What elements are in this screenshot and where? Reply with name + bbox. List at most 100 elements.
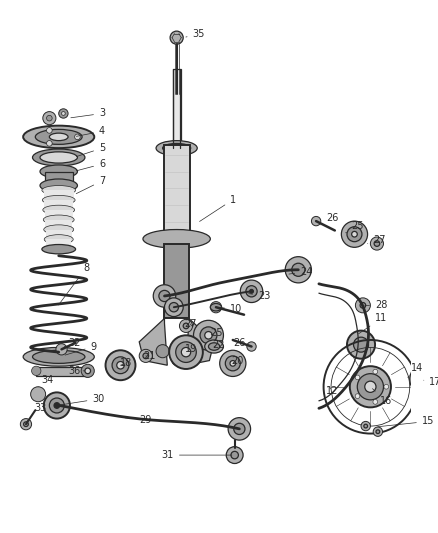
Ellipse shape [208,343,220,350]
Text: 27: 27 [184,319,197,329]
Circle shape [347,330,375,359]
Circle shape [416,371,433,387]
Circle shape [361,422,371,431]
Circle shape [410,364,438,394]
Circle shape [371,237,384,250]
Text: 20: 20 [231,357,243,367]
Ellipse shape [42,185,76,195]
Bar [173,69,181,148]
Circle shape [376,430,380,433]
Circle shape [360,303,366,308]
Ellipse shape [143,230,210,248]
Circle shape [143,353,148,359]
Circle shape [250,289,254,293]
Circle shape [311,216,321,226]
Circle shape [292,263,305,276]
Text: 15: 15 [378,416,434,427]
Text: 35: 35 [186,29,205,39]
Text: 32: 32 [64,338,81,348]
Ellipse shape [40,165,78,178]
Circle shape [24,422,28,426]
Ellipse shape [42,245,76,254]
Circle shape [341,221,367,247]
Circle shape [230,360,236,366]
Circle shape [384,384,389,389]
Polygon shape [139,318,167,365]
Text: 26: 26 [321,213,339,225]
Bar [44,190,74,200]
Circle shape [234,423,245,434]
Text: 16: 16 [372,389,392,406]
Text: 36: 36 [68,366,85,376]
Ellipse shape [23,126,94,148]
Circle shape [357,374,384,400]
Text: 22: 22 [212,340,225,350]
Circle shape [231,451,238,459]
Circle shape [156,345,169,358]
Text: 25: 25 [210,328,223,338]
Text: 18: 18 [120,358,132,368]
Circle shape [247,342,256,351]
Circle shape [373,369,378,374]
Circle shape [352,231,357,237]
Circle shape [46,141,52,146]
Circle shape [81,364,94,377]
Bar [45,210,73,220]
Circle shape [181,348,191,357]
Circle shape [112,357,129,374]
Circle shape [373,400,378,404]
Circle shape [170,31,183,44]
Circle shape [184,345,197,358]
Text: 25: 25 [346,221,364,233]
Ellipse shape [205,340,223,353]
Ellipse shape [44,235,73,244]
Ellipse shape [162,143,191,153]
Circle shape [422,376,427,382]
Ellipse shape [32,149,85,166]
Circle shape [106,350,135,380]
Text: 12: 12 [325,386,338,397]
Text: 8: 8 [59,263,89,305]
Ellipse shape [49,133,68,141]
Text: 17: 17 [424,377,438,387]
Circle shape [364,424,367,428]
Circle shape [220,350,246,376]
Circle shape [56,344,67,355]
Bar [45,172,73,185]
Circle shape [117,361,124,369]
Ellipse shape [42,196,75,205]
Circle shape [176,342,196,362]
Circle shape [355,394,360,399]
Text: 30: 30 [60,394,105,405]
Circle shape [374,241,380,246]
Text: 24: 24 [289,266,313,277]
Circle shape [180,319,193,333]
Ellipse shape [210,303,222,311]
Circle shape [246,286,257,297]
Circle shape [46,127,52,133]
Circle shape [285,257,311,283]
Text: 27: 27 [367,235,386,245]
Text: 23: 23 [249,291,270,301]
Circle shape [183,323,189,329]
Circle shape [210,302,222,313]
Text: 28: 28 [365,300,388,310]
Circle shape [44,392,70,418]
Circle shape [226,447,243,464]
Circle shape [205,332,212,339]
Text: 6: 6 [76,159,105,171]
Circle shape [31,387,46,402]
Circle shape [61,111,65,115]
Circle shape [200,327,217,344]
Circle shape [355,375,360,379]
Polygon shape [186,318,214,365]
Bar [45,220,72,230]
Bar [36,367,88,376]
Circle shape [49,398,64,413]
Text: 5: 5 [76,143,105,157]
Text: 14: 14 [408,363,423,377]
Circle shape [20,418,32,430]
Circle shape [54,402,60,408]
Text: 33: 33 [26,403,46,422]
Circle shape [85,368,91,374]
